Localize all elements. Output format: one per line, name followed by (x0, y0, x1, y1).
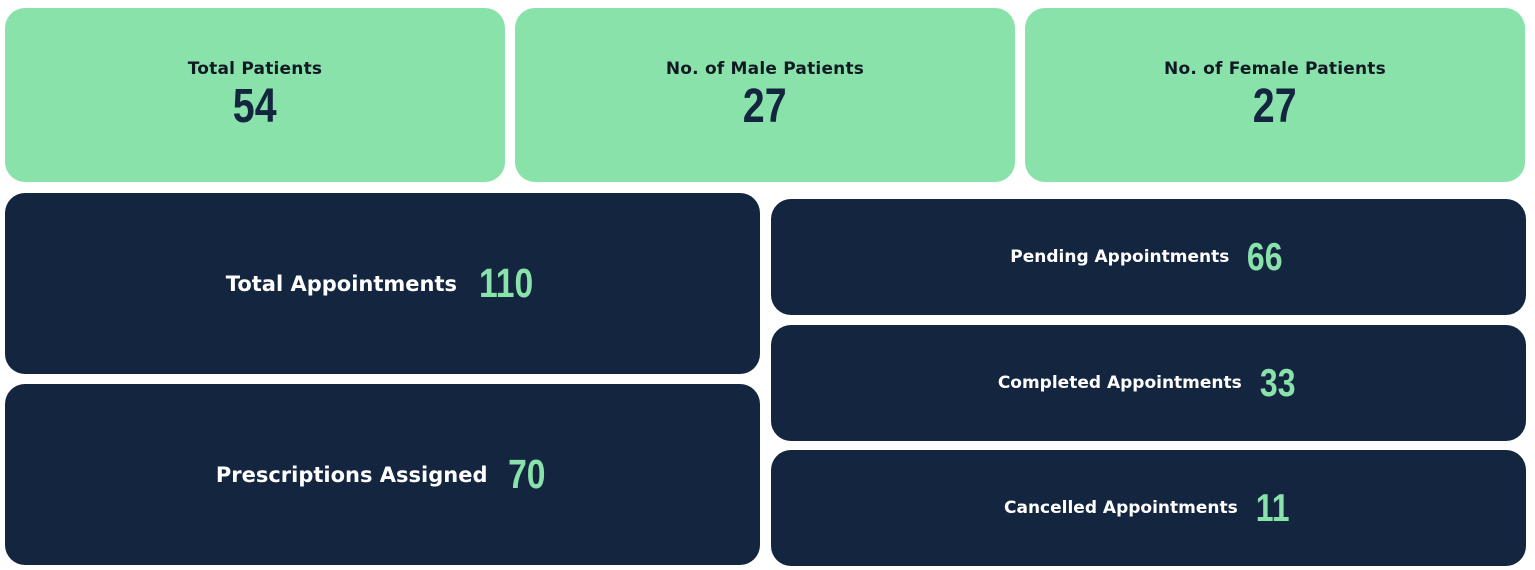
female-patients-value: 27 (1253, 80, 1297, 133)
prescriptions-assigned-card: Prescriptions Assigned 70 (5, 384, 760, 565)
female-patients-card: No. of Female Patients 27 (1025, 8, 1525, 182)
pending-appointments-card: Pending Appointments 66 (771, 199, 1526, 315)
male-patients-value: 27 (743, 80, 787, 133)
female-patients-label: No. of Female Patients (1164, 59, 1386, 79)
male-patients-card: No. of Male Patients 27 (515, 8, 1015, 182)
pending-appointments-label: Pending Appointments (1010, 247, 1230, 267)
completed-appointments-value: 33 (1259, 361, 1296, 405)
prescriptions-assigned-value: 70 (507, 451, 546, 497)
total-patients-value: 54 (233, 80, 277, 133)
pending-appointments-value: 66 (1247, 235, 1283, 279)
total-patients-card: Total Patients 54 (5, 8, 505, 182)
total-patients-label: Total Patients (187, 59, 323, 79)
total-appointments-value: 110 (478, 260, 534, 306)
completed-appointments-label: Completed Appointments (997, 373, 1242, 393)
total-appointments-card: Total Appointments 110 (5, 193, 760, 374)
prescriptions-assigned-label: Prescriptions Assigned (215, 462, 488, 487)
cancelled-appointments-label: Cancelled Appointments (1004, 498, 1238, 518)
male-patients-label: No. of Male Patients (665, 59, 865, 79)
cancelled-appointments-card: Cancelled Appointments 11 (771, 450, 1526, 566)
completed-appointments-card: Completed Appointments 33 (771, 325, 1526, 441)
total-appointments-label: Total Appointments (225, 271, 458, 296)
cancelled-appointments-value: 11 (1255, 486, 1290, 530)
